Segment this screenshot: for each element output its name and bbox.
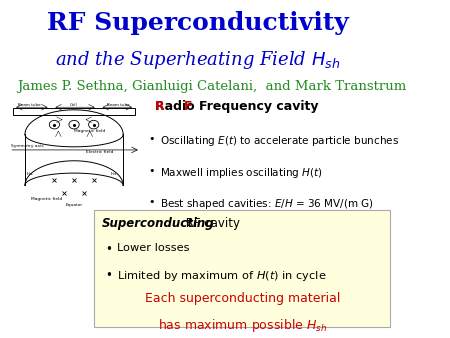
Text: •: • — [105, 269, 112, 282]
Text: Electric field: Electric field — [86, 150, 113, 154]
Text: Lower losses: Lower losses — [117, 243, 190, 253]
Text: Maxwell implies oscillating $\mathbf{\mathit{H}}$($t$): Maxwell implies oscillating $\mathbf{\ma… — [161, 166, 323, 180]
Text: Iris: Iris — [111, 172, 117, 176]
Text: Best shaped cavities: $\mathbf{\mathit{E/H}}$ = 36 MV/(m G): Best shaped cavities: $\mathbf{\mathit{E… — [161, 197, 374, 211]
Text: RF Superconductivity: RF Superconductivity — [47, 11, 349, 35]
Text: Iris: Iris — [27, 172, 33, 176]
Text: Magnetic field: Magnetic field — [31, 197, 62, 200]
Text: •: • — [148, 166, 155, 176]
Text: James P. Sethna, Gianluigi Catelani,  and Mark Transtrum: James P. Sethna, Gianluigi Catelani, and… — [17, 80, 406, 93]
Text: Beam tube: Beam tube — [18, 103, 41, 107]
Text: RF cavity: RF cavity — [182, 217, 240, 230]
Text: •: • — [105, 243, 112, 256]
Bar — [13, 107, 135, 115]
Text: •: • — [148, 135, 155, 144]
Text: F: F — [184, 100, 192, 113]
Text: Equator: Equator — [66, 203, 83, 207]
Text: Magnetic field: Magnetic field — [74, 129, 105, 133]
Text: Superconducting: Superconducting — [102, 217, 214, 230]
FancyBboxPatch shape — [94, 210, 390, 327]
Text: •: • — [148, 197, 155, 207]
Text: Each superconducting material: Each superconducting material — [145, 292, 341, 305]
Text: Cell: Cell — [70, 103, 78, 107]
Text: R: R — [154, 100, 164, 113]
Text: Radio Frequency cavity: Radio Frequency cavity — [154, 100, 318, 113]
Text: Oscillating $\mathbf{\mathit{E}}$($t$) to accelerate particle bunches: Oscillating $\mathbf{\mathit{E}}$($t$) t… — [161, 135, 400, 148]
Text: Symmetry axis: Symmetry axis — [11, 144, 44, 148]
Text: and the Superheating Field $\mathit{H}_{sh}$: and the Superheating Field $\mathit{H}_{… — [55, 49, 341, 71]
Text: Beam tube: Beam tube — [107, 103, 130, 107]
Text: Limited by maximum of $\mathbf{\mathit{H}}$($t$) in cycle: Limited by maximum of $\mathbf{\mathit{H… — [117, 269, 327, 283]
Text: has maximum possible $\mathbf{\mathit{H}}_{sh}$: has maximum possible $\mathbf{\mathit{H}… — [158, 317, 328, 334]
